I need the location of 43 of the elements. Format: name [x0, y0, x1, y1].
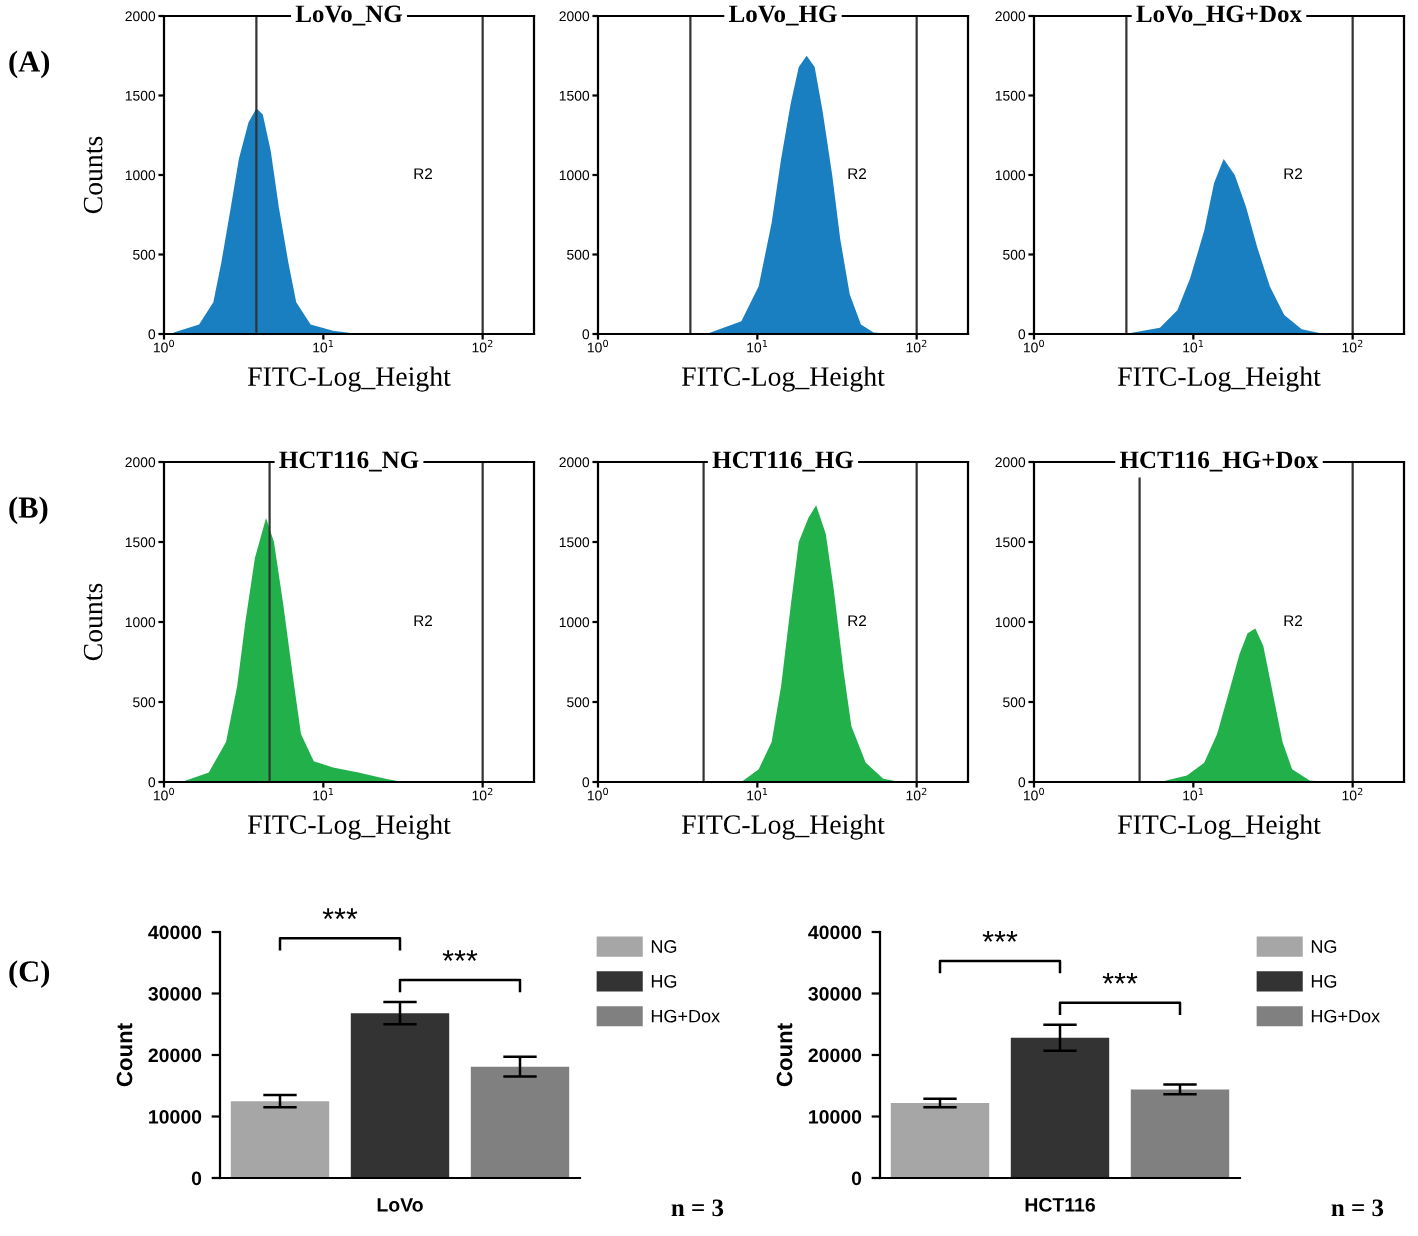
legend-label: NG [1311, 940, 1337, 953]
chart-title: LoVo_HG [729, 5, 837, 26]
legend-label: HG+Dox [651, 1009, 720, 1023]
y-tick-label: 30000 [808, 986, 862, 1001]
legend-label: HG [1311, 974, 1337, 988]
text: (A) [9, 50, 50, 79]
x-axis-title: HCT116 [1025, 1197, 1095, 1212]
x-axis-title: FITC-Log_Height [1117, 366, 1321, 392]
y-tick-label: 0 [851, 1171, 862, 1186]
text: *** [322, 908, 358, 920]
text: n = 3 [1331, 1199, 1384, 1217]
chart-title: HCT116_NG [279, 451, 419, 472]
x-axis-title: FITC-Log_Height [681, 814, 885, 840]
x-axis-title: FITC-Log_Height [1117, 814, 1321, 840]
chart-title: HCT116_HG+Dox [1119, 451, 1319, 472]
legend-label: HG+Dox [1311, 1009, 1380, 1023]
y-axis-title: Count [116, 1023, 133, 1087]
x-axis-title: FITC-Log_Height [247, 814, 451, 840]
y-tick-label: 10000 [809, 1109, 862, 1124]
y-axis-title: Counts [83, 136, 103, 214]
text: (B) [9, 496, 48, 525]
y-tick-label: 20000 [148, 1048, 202, 1063]
chart-title: LoVo_HG+Dox [1136, 5, 1302, 26]
text: (C) [9, 960, 50, 988]
chart-title: HCT116_HG [712, 451, 854, 472]
y-tick-label: 0 [191, 1171, 202, 1186]
y-tick-label: 40000 [808, 925, 862, 940]
x-axis-title: FITC-Log_Height [681, 366, 885, 392]
text: n = 3 [671, 1199, 724, 1217]
chart-title: LoVo_NG [295, 5, 403, 26]
y-tick-label: 10000 [149, 1109, 202, 1124]
y-tick-label: 40000 [148, 925, 202, 940]
y-axis-title: Count [776, 1023, 793, 1087]
annotation: *** [442, 950, 478, 961]
legend-label: NG [651, 940, 677, 953]
y-tick-label: 20000 [808, 1048, 862, 1063]
y-tick-label: 30000 [148, 986, 202, 1001]
annotation: *** [982, 931, 1018, 942]
annotation: *** [1102, 972, 1138, 984]
x-axis-title: FITC-Log_Height [247, 366, 451, 392]
legend-label: HG [651, 974, 677, 988]
x-axis-title: LoVo [377, 1198, 423, 1212]
y-axis-title: Counts [83, 583, 103, 661]
